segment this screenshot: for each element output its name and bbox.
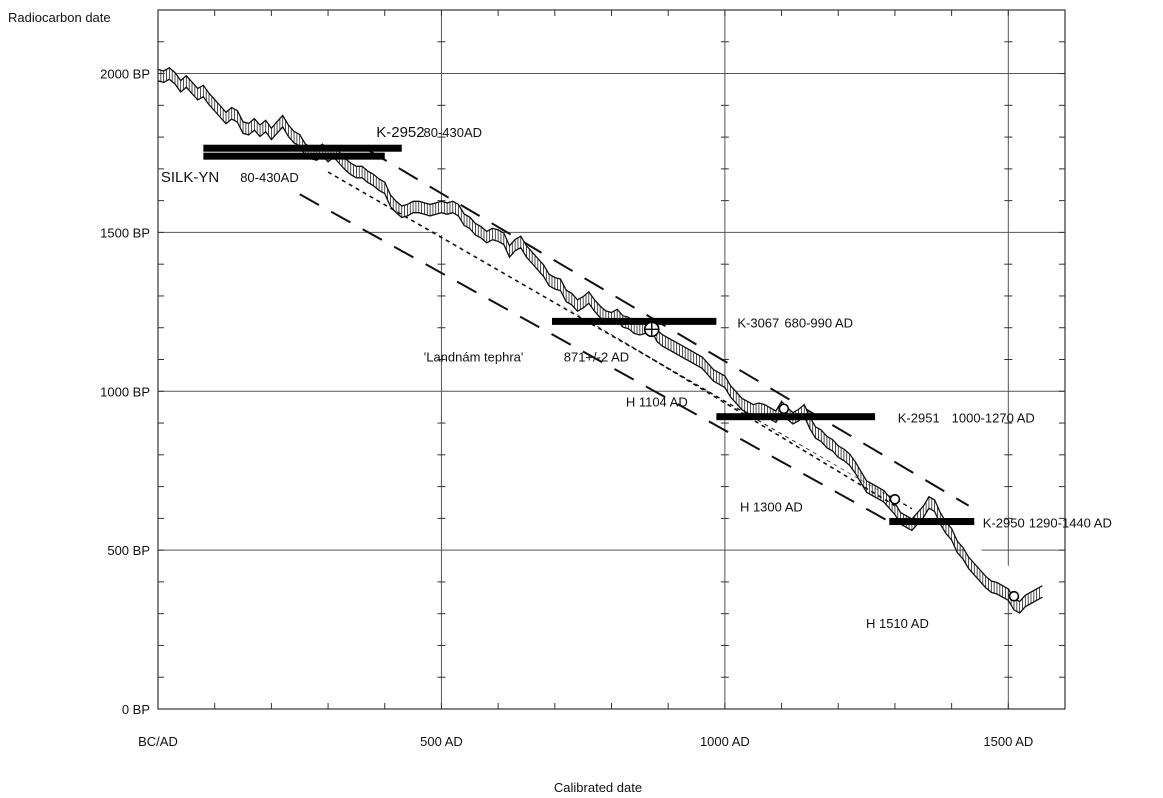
label-k3067-range: 680-990 AD [784,315,853,330]
tie-point-label: H 1300 AD [740,499,803,514]
x-axis-title: Calibrated date [554,780,642,795]
x-tick-label: BC/AD [138,734,178,749]
y-axis-title: Radiocarbon date [8,10,111,25]
date-bar-k-2952 [203,144,402,152]
label-k2952-code: K-2952 [376,124,424,141]
date-bars [203,144,975,526]
y-tick-label: 2000 BP [100,67,150,82]
label-silk-range: 80-430AD [240,170,299,185]
label-k2952-range: 80-430AD [424,125,483,140]
tie-point-label: H 1104 AD [626,395,688,410]
markers [643,321,1020,602]
date-bar-k-3067 [551,317,717,325]
date-bar-k-2951 [716,413,876,421]
x-tick-label: 500 AD [420,734,463,749]
lower-band-line [299,193,890,523]
date-bar-k-2950 [889,518,975,526]
y-tick-label: 1000 BP [100,384,150,399]
label-silk-code: SILK-YN [161,169,219,186]
label-k2951-range: 1000-1270 AD [952,411,1035,426]
y-tick-label: 0 BP [122,702,150,717]
y-tick-label: 1500 BP [100,225,150,240]
x-tick-label: 1500 AD [983,734,1033,749]
tephra-label: 'Landnám tephra' [424,349,524,364]
tie-point-marker [778,403,790,415]
curve-ribbon-fill [158,67,1043,602]
label-k2951-code: K-2951 [898,411,940,426]
upper-band-line [367,148,970,507]
x-tick-label: 1000 AD [700,734,750,749]
label-k2950-range: 1290-1440 AD [1029,516,1112,531]
grid: BC/AD 500 AD 1000 AD 1500 AD 0 BP 500 BP 1000 … [100,9,1066,749]
tie-point-marker [1008,590,1020,602]
tie-point-label: H 1510 AD [866,616,929,631]
label-k2950-code: K-2950 [983,516,1025,531]
label-k3067-code: K-3067 [737,315,779,330]
date-bar-silk-yn [203,152,385,160]
tie-point-marker [889,493,901,505]
tephra-date-label: 871+/-2 AD [564,349,629,364]
y-tick-label: 500 BP [107,543,150,558]
